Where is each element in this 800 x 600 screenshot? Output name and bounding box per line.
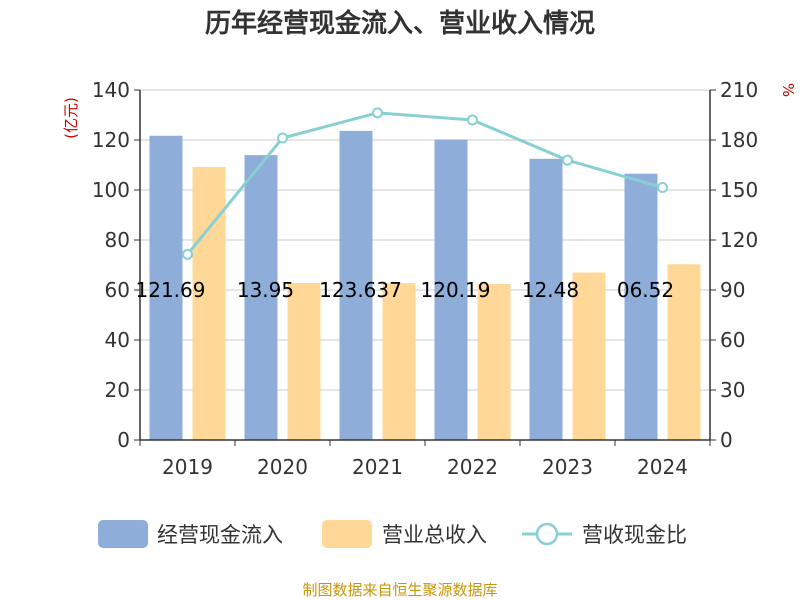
x-tick-label: 2021 [352, 455, 403, 479]
left-tick-label: 80 [105, 228, 130, 252]
bars [149, 130, 701, 441]
right-tick-label: 60 [720, 328, 745, 352]
ratio-point [277, 132, 288, 144]
grid-lines [140, 89, 710, 391]
bar-value-label: 120.19 [421, 278, 491, 302]
right-axis-unit: % [779, 83, 797, 97]
legend-label-revenue: 营业总收入 [382, 523, 487, 547]
left-tick-label: 100 [92, 178, 130, 202]
right-tick-label: 0 [720, 428, 733, 452]
revenue-bar [287, 283, 321, 440]
revenue-bar [667, 264, 701, 440]
left-tick-label: 60 [105, 278, 130, 302]
cash-inflow-bar [624, 173, 658, 440]
bar-value-label: 12.48 [522, 278, 579, 302]
legend-swatch-revenue [322, 520, 372, 548]
ratio-point [657, 182, 668, 193]
left-tick-label: 140 [92, 78, 130, 102]
right-tick-label: 120 [720, 228, 758, 252]
left-tick-label: 40 [105, 328, 130, 352]
legend: 经营现金流入 营业总收入 营收现金比 [98, 520, 687, 548]
cash-inflow-bar [434, 139, 468, 440]
left-axis-unit: (亿元) [62, 97, 80, 139]
x-tick-label: 2019 [162, 455, 213, 479]
right-tick-label: 210 [720, 78, 758, 102]
x-tick-label: 2022 [447, 455, 498, 479]
x-tick-label: 2023 [542, 455, 593, 479]
cash-inflow-bar [149, 135, 183, 440]
ratio-point [562, 154, 573, 166]
legend-label-ratio: 营收现金比 [582, 523, 687, 547]
source-note: 制图数据来自恒生聚源数据库 [302, 581, 497, 599]
axes: 0 20 40 60 80 100 120 140 0 30 60 90 120 150 180 210 201… [92, 78, 758, 479]
ratio-point [182, 248, 193, 260]
left-tick-label: 20 [105, 378, 130, 402]
x-tick-label: 2024 [637, 455, 688, 479]
legend-label-cash-inflow: 经营现金流入 [157, 523, 283, 547]
right-tick-label: 90 [720, 278, 745, 302]
left-tick-label: 0 [117, 428, 130, 452]
bar-value-label: 06.52 [617, 278, 674, 302]
revenue-bar [382, 283, 416, 440]
left-tick-label: 120 [92, 128, 130, 152]
x-tick-label: 2020 [257, 455, 308, 479]
bar-labels: 121.69 13.95 123.637 120.19 12.48 06.52 [136, 278, 675, 302]
cash-inflow-bar [529, 158, 563, 441]
bar-value-label: 123.637 [319, 278, 402, 302]
revenue-bar [477, 284, 511, 440]
ratio-line [182, 107, 668, 260]
ratio-point [372, 107, 383, 119]
cash-inflow-bar [244, 155, 278, 440]
bar-value-label: 13.95 [237, 278, 294, 302]
revenue-bar [192, 167, 226, 440]
right-tick-label: 150 [720, 178, 758, 202]
legend-marker-ratio [535, 522, 559, 546]
ratio-line-path [186, 111, 663, 256]
bar-value-label: 121.69 [136, 278, 206, 302]
right-tick-label: 180 [720, 128, 758, 152]
revenue-bar [572, 272, 606, 440]
right-tick-label: 30 [720, 378, 745, 402]
legend-swatch-cash-inflow [98, 520, 148, 548]
ratio-point [467, 114, 478, 126]
cash-inflow-bar [339, 130, 373, 440]
chart-title: 历年经营现金流入、营业收入情况 [205, 8, 595, 39]
